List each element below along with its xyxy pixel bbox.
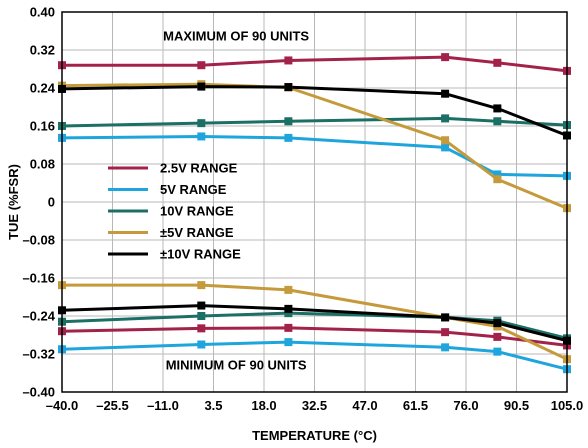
legend-label: 2.5V RANGE xyxy=(160,161,238,176)
y-tick-label: –0.40 xyxy=(22,385,55,400)
x-tick-label: 61.5 xyxy=(403,398,428,413)
x-tick-label: 3.5 xyxy=(204,398,222,413)
data-point xyxy=(197,324,206,333)
y-tick-label: 0.16 xyxy=(30,119,55,134)
data-point xyxy=(493,170,502,179)
data-point xyxy=(284,304,293,313)
data-point xyxy=(284,56,293,65)
data-point xyxy=(197,340,206,349)
data-point xyxy=(493,332,502,341)
data-point xyxy=(197,132,206,141)
legend-label: ±10V RANGE xyxy=(160,247,241,262)
series-line xyxy=(61,116,568,128)
data-point xyxy=(284,83,293,92)
y-tick-label: 0.24 xyxy=(30,81,56,96)
y-tick-labels: 0.40 0.32 0.24 0.16 0.08 0 –0.08 –0.16 –0.24 –0.3… xyxy=(22,5,55,400)
series-lines xyxy=(61,55,568,371)
data-point xyxy=(493,175,502,184)
data-point xyxy=(441,114,450,123)
data-point xyxy=(197,312,206,320)
legend: 2.5V RANGE 5V RANGE 10V RANGE ±5V RANGE ±10V… xyxy=(108,161,241,262)
x-tick-label: 47.0 xyxy=(352,398,377,413)
data-point xyxy=(441,53,450,62)
data-point xyxy=(197,301,206,310)
series-line xyxy=(61,326,568,347)
y-tick-label: –0.16 xyxy=(22,271,55,286)
series-line xyxy=(61,304,568,343)
series-line xyxy=(61,85,568,137)
legend-label: 10V RANGE xyxy=(160,204,234,219)
series-line xyxy=(61,311,568,340)
y-axis-title: TUE (%FSR) xyxy=(6,164,21,240)
data-point xyxy=(284,338,293,347)
legend-label: 5V RANGE xyxy=(160,182,227,197)
series-line xyxy=(62,55,568,73)
data-point xyxy=(493,347,502,356)
y-tick-label: –0.08 xyxy=(22,233,55,248)
data-point xyxy=(441,328,450,337)
x-tick-label: 105.0 xyxy=(551,398,584,413)
data-point xyxy=(441,343,450,352)
data-point xyxy=(441,136,450,145)
data-point xyxy=(197,61,206,70)
plot-frame xyxy=(61,11,568,393)
data-point xyxy=(493,319,502,328)
annotation-maximum: MAXIMUM OF 90 UNITS xyxy=(163,29,309,44)
y-tick-label: 0.40 xyxy=(30,5,55,20)
y-tick-label: 0.32 xyxy=(30,43,55,58)
x-tick-label: –25.5 xyxy=(96,398,129,413)
x-tick-label: –40.0 xyxy=(46,398,79,413)
data-point xyxy=(441,143,450,152)
data-point xyxy=(284,133,293,142)
data-point xyxy=(284,117,293,126)
data-point xyxy=(493,58,502,67)
y-tick-label: 0.08 xyxy=(30,157,55,172)
data-point xyxy=(197,82,206,91)
x-tick-label: 32.5 xyxy=(302,398,327,413)
x-tick-labels: –40.0 –25.5 –11.0 3.5 18.0 32.5 47.0 61.5 76.0 90… xyxy=(46,398,584,413)
x-tick-label: 90.5 xyxy=(504,398,529,413)
y-tick-label: 0 xyxy=(48,195,55,210)
x-tick-label: 18.0 xyxy=(251,398,276,413)
data-point xyxy=(441,313,450,322)
y-tick-label: –0.24 xyxy=(22,309,55,324)
y-tick-label: –0.32 xyxy=(22,347,55,362)
data-point xyxy=(284,309,293,318)
data-point xyxy=(493,117,502,126)
legend-label: ±5V RANGE xyxy=(160,225,234,240)
data-point xyxy=(197,281,206,290)
data-point xyxy=(284,323,293,332)
series-line xyxy=(61,340,568,371)
x-tick-label: –11.0 xyxy=(147,398,179,413)
series-line xyxy=(62,283,568,361)
x-axis-title: TEMPERATURE (°C) xyxy=(252,428,377,443)
annotation-minimum: MINIMUM OF 90 UNITS xyxy=(166,358,307,373)
data-point xyxy=(284,285,293,294)
data-point xyxy=(441,89,450,98)
data-point xyxy=(197,119,206,128)
series-line xyxy=(61,82,568,210)
series-line xyxy=(61,135,568,178)
x-tick-label: 76.0 xyxy=(453,398,478,413)
data-point xyxy=(493,104,502,113)
